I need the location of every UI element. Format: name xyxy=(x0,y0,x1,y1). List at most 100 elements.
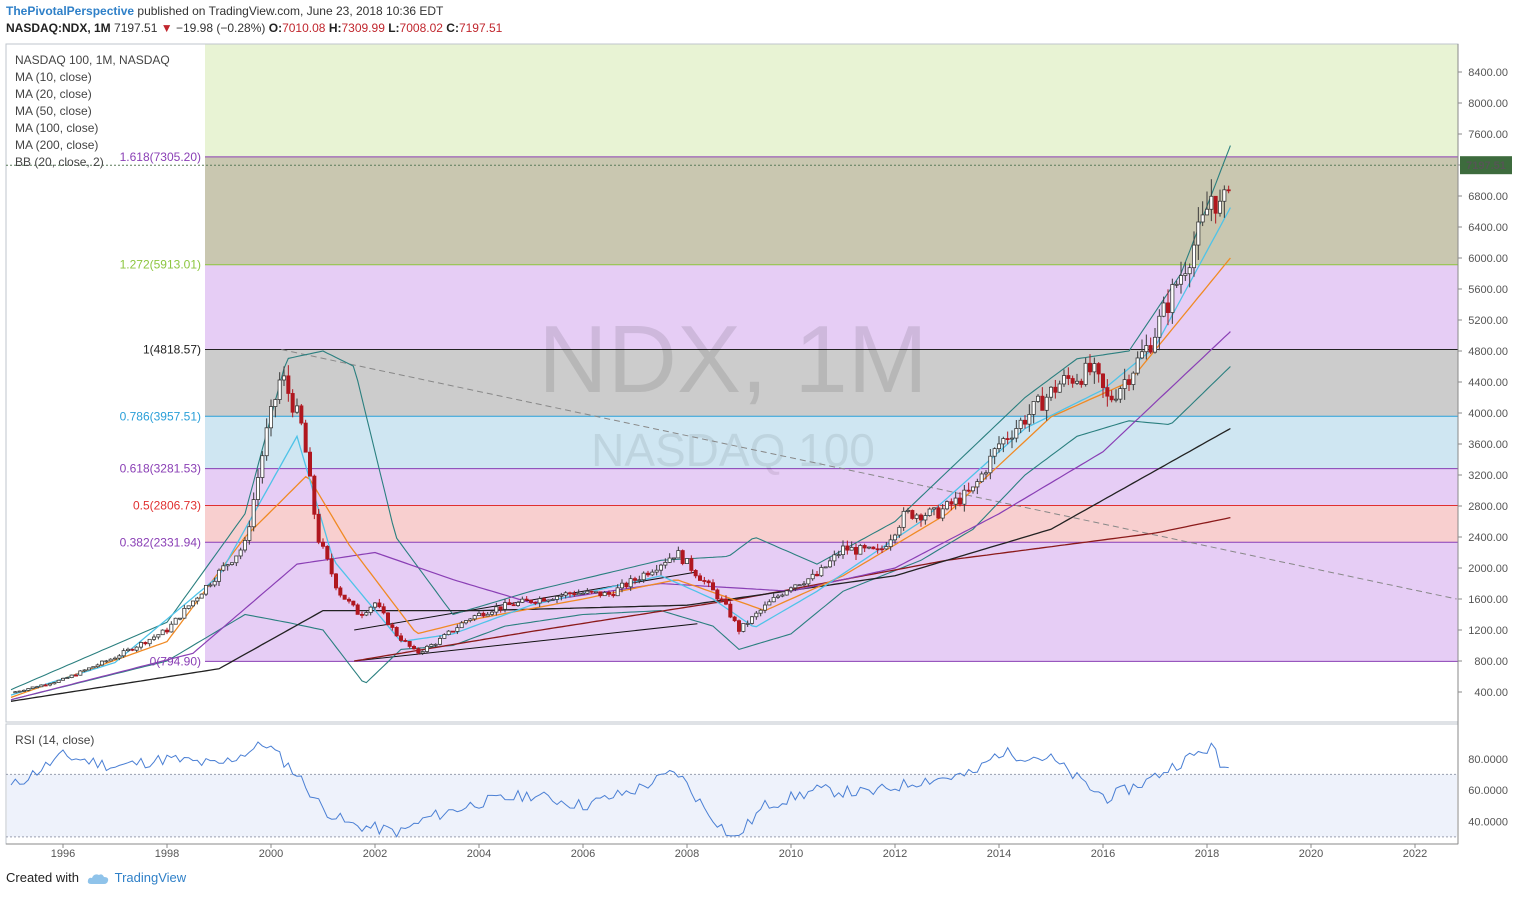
candle xyxy=(763,601,768,614)
x-tick-label: 2008 xyxy=(675,848,699,860)
candle-body xyxy=(563,592,568,596)
candle xyxy=(416,647,421,655)
candle xyxy=(802,580,807,587)
candle-body xyxy=(737,620,742,632)
candle-body xyxy=(550,599,555,601)
y-tick-label: 8400.00 xyxy=(1468,67,1508,79)
price-badge-label: 7197.51 xyxy=(1466,160,1506,172)
candle xyxy=(203,584,208,596)
candle xyxy=(1001,436,1006,453)
candle xyxy=(260,451,265,484)
candle-body xyxy=(849,547,854,551)
candle-body xyxy=(962,489,967,505)
candle xyxy=(164,627,169,635)
rsi-pane: 40.0000 60.0000 80.0000 xyxy=(6,741,1508,838)
candle xyxy=(1075,373,1080,385)
candle-body xyxy=(767,601,772,606)
x-tick-label: 2014 xyxy=(987,848,1011,860)
candle-body xyxy=(121,650,126,657)
candle-body xyxy=(325,545,330,560)
candle-body xyxy=(966,489,971,492)
candle-body xyxy=(268,406,273,429)
candle-body xyxy=(312,475,317,515)
candle-body xyxy=(372,602,377,608)
candle xyxy=(494,602,499,616)
candle-body xyxy=(923,515,928,521)
candle xyxy=(984,470,989,480)
candle-body xyxy=(95,664,100,668)
candle-body xyxy=(667,557,672,563)
candle xyxy=(893,533,898,544)
candle xyxy=(316,508,321,545)
high-label: H: xyxy=(328,21,342,35)
candle xyxy=(793,584,798,592)
candle xyxy=(888,534,893,551)
candle xyxy=(1101,373,1106,398)
candle xyxy=(533,601,538,606)
candle-body xyxy=(533,602,538,604)
candle-body xyxy=(1079,380,1084,385)
candle-body xyxy=(1031,401,1036,415)
candle xyxy=(82,669,87,673)
candle-body xyxy=(186,605,191,609)
candle xyxy=(997,436,1002,453)
high-value: 7309.99 xyxy=(341,21,385,35)
candle xyxy=(1187,263,1192,288)
candle xyxy=(359,611,364,619)
low-label: L: xyxy=(388,21,400,35)
candle-body xyxy=(927,508,932,516)
created-with-text: Created with xyxy=(6,870,79,885)
y-tick-label: 8000.00 xyxy=(1468,98,1508,110)
candle-body xyxy=(1157,315,1162,338)
candle xyxy=(307,447,312,477)
candle-body xyxy=(581,592,586,595)
y-tick-label: 2000.00 xyxy=(1468,563,1508,575)
candle-body xyxy=(450,630,455,633)
fib-label-4: 0.618(3281.53) xyxy=(120,462,201,476)
candle-body xyxy=(893,534,898,541)
open-label: O: xyxy=(268,21,283,35)
candle xyxy=(1157,309,1162,351)
candle xyxy=(91,666,96,669)
candle-body xyxy=(394,627,399,637)
candle-body xyxy=(455,627,460,632)
candle xyxy=(875,543,880,554)
candle-body xyxy=(1114,398,1119,401)
candle-body xyxy=(290,393,295,413)
candle xyxy=(433,643,438,648)
candle-body xyxy=(914,514,919,519)
candle-body xyxy=(771,596,776,603)
candle xyxy=(1010,430,1015,449)
candle xyxy=(646,570,651,577)
candle xyxy=(945,500,950,511)
candle-body xyxy=(242,540,247,551)
candle-body xyxy=(225,564,230,567)
candle-body xyxy=(1057,383,1062,393)
candle-body xyxy=(74,674,79,677)
candle-body xyxy=(706,580,711,584)
tradingview-link[interactable]: TradingView xyxy=(114,870,187,885)
y-tick-label: 6400.00 xyxy=(1468,222,1508,234)
candle-body xyxy=(411,646,416,650)
candle xyxy=(862,543,867,553)
candle xyxy=(294,398,299,414)
candle xyxy=(1153,327,1158,354)
candle-body xyxy=(1005,438,1010,440)
author-link[interactable]: ThePivotalPerspective xyxy=(6,4,135,18)
candle xyxy=(455,624,460,635)
candle-body xyxy=(1109,395,1114,401)
candle xyxy=(368,606,373,616)
candle-body xyxy=(1023,419,1028,425)
candle xyxy=(87,667,92,671)
candle xyxy=(320,538,325,549)
candle-body xyxy=(862,545,867,549)
candle-body xyxy=(208,584,213,587)
candle xyxy=(1040,387,1045,411)
candle-body xyxy=(654,569,659,573)
candle-body xyxy=(1135,357,1140,374)
candle xyxy=(706,579,711,588)
candle xyxy=(923,512,928,525)
candle xyxy=(958,492,963,507)
candle xyxy=(940,504,945,522)
